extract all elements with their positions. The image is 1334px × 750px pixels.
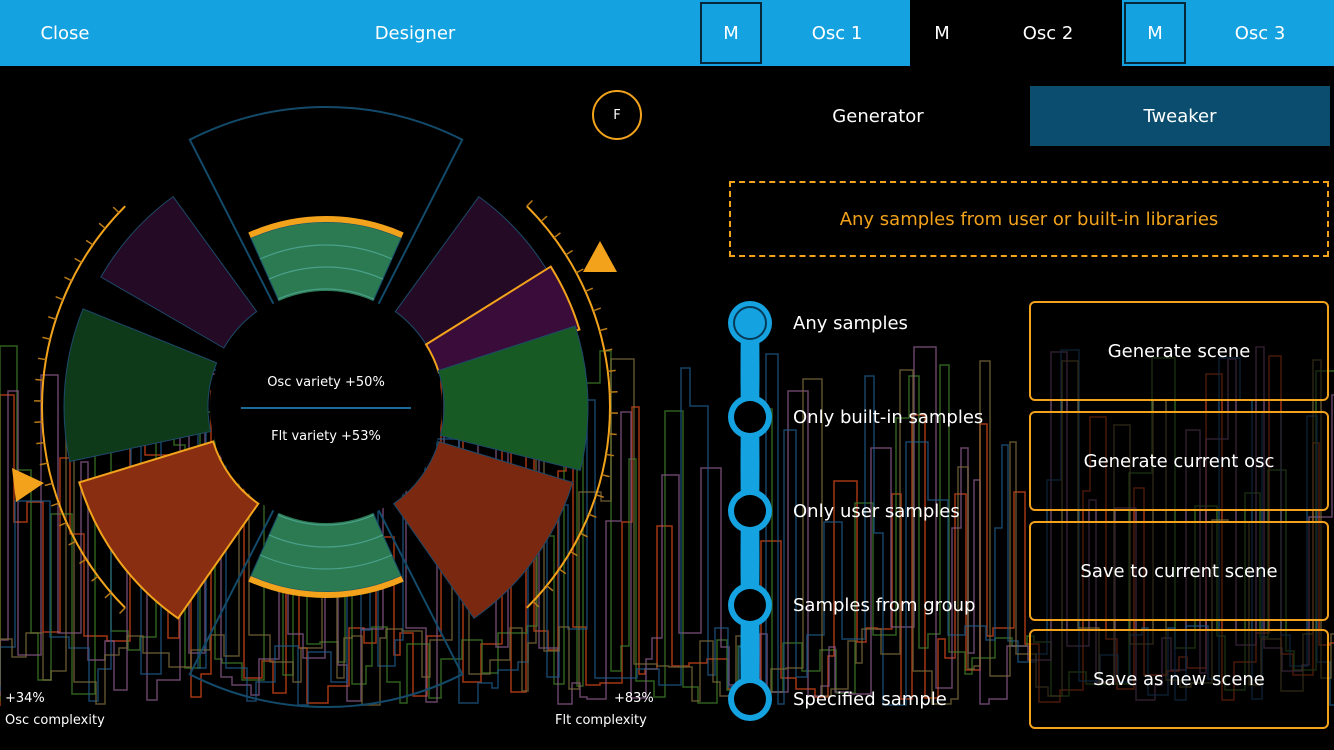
tab-tweaker[interactable]: Tweaker [1030,86,1330,146]
tick-mark [601,474,610,478]
left-orange-sector[interactable] [78,440,260,620]
osc-complexity-arc[interactable] [41,205,126,609]
tick-mark [64,276,72,282]
radio-empty-dot [734,401,766,433]
osc-complexity-label: Osc complexity [5,713,105,728]
tick-mark [526,199,534,207]
tick-mark [118,607,126,615]
generate-scene-button[interactable]: Generate scene [1029,301,1329,401]
right-green-sector[interactable] [437,325,589,471]
radio-empty-dot [734,495,766,527]
tick-mark [51,502,60,507]
tick-mark [44,482,53,487]
flt-complexity-handle-icon[interactable] [583,241,617,272]
tab-osc3[interactable]: Osc 3 [1234,22,1286,44]
tick-mark [580,532,588,538]
tab-generator[interactable]: Generator [832,105,924,127]
tick-mark [532,600,540,608]
tab-osc1[interactable]: Osc 1 [811,22,863,44]
tick-mark [36,441,45,445]
radio-label-any[interactable]: Any samples [793,313,908,334]
tick-mark [112,206,120,214]
tick-mark [588,513,597,519]
flt-variety-label: Flt variety +53% [271,429,381,444]
tick-mark [565,249,573,256]
tick-mark [558,568,567,575]
sample-source-info: Any samples from user or built-in librar… [729,181,1329,257]
tick-mark [48,316,57,320]
tick-mark [605,453,615,457]
osc1-mute-button[interactable]: M [700,2,762,64]
tick-mark [608,432,617,436]
flt-complexity-label: Flt complexity [555,713,647,728]
radio-label-user[interactable]: Only user samples [793,501,960,522]
osc-complexity-handle-icon[interactable] [12,468,44,502]
osc-sector-selected[interactable] [424,265,581,374]
radio-label-group[interactable]: Samples from group [793,595,976,616]
left-green-sector[interactable] [63,308,218,463]
osc-sector-upper-left[interactable] [100,195,258,349]
osc2-mute-button[interactable]: M [910,0,974,66]
close-button[interactable]: Close [40,22,90,44]
right-orange-sector[interactable] [392,440,574,620]
f-button[interactable]: F [592,90,642,140]
variety-wheel: Osc variety +50% Flt variety +53% [12,106,618,708]
tick-mark [604,348,613,352]
top-bar: Close Designer M Osc 1 M Osc 2 M Osc 3 [0,0,1334,66]
tick-mark [58,521,67,527]
generate-current-osc-button[interactable]: Generate current osc [1029,411,1329,511]
tick-mark [55,295,64,301]
osc3-mute-button[interactable]: M [1124,2,1186,64]
save-as-new-scene-button[interactable]: Save as new scene [1029,629,1329,729]
tick-mark [68,540,77,546]
osc-variety-label: Osc variety +50% [267,375,385,390]
tick-mark [35,378,44,382]
wheel-sectors [63,106,589,708]
tick-mark [104,592,112,599]
tick-mark [74,257,82,264]
radio-empty-dot [734,589,766,621]
tick-mark [540,215,548,222]
osc-complexity-value: +34% [5,691,45,706]
tick-mark [37,357,47,361]
tick-mark [546,585,554,592]
tick-mark [585,287,594,293]
tick-mark [79,558,87,565]
tick-mark [599,327,608,332]
save-to-current-scene-button[interactable]: Save to current scene [1029,521,1329,621]
sample-source-radio-group[interactable] [722,296,782,726]
tab-osc2[interactable]: Osc 2 [974,0,1122,66]
tick-mark [91,575,99,582]
flt-complexity-value: +83% [614,691,654,706]
flt-complexity-arc[interactable] [526,205,611,609]
tick-mark [553,232,561,239]
designer-title: Designer [374,22,456,44]
complexity-arc-ticks [34,199,618,615]
tick-mark [570,550,578,557]
radio-label-specified[interactable]: Specified sample [793,689,947,710]
tick-mark [592,307,601,312]
tick-mark [607,369,616,373]
tick-mark [575,268,584,274]
tick-mark [85,239,94,246]
tick-mark [42,336,51,340]
radio-label-builtin[interactable]: Only built-in samples [793,407,984,428]
radio-empty-dot [734,683,766,715]
tick-mark [595,494,604,498]
radio-selected-dot [733,306,767,340]
tick-mark [39,462,48,466]
tick-mark [98,222,106,229]
